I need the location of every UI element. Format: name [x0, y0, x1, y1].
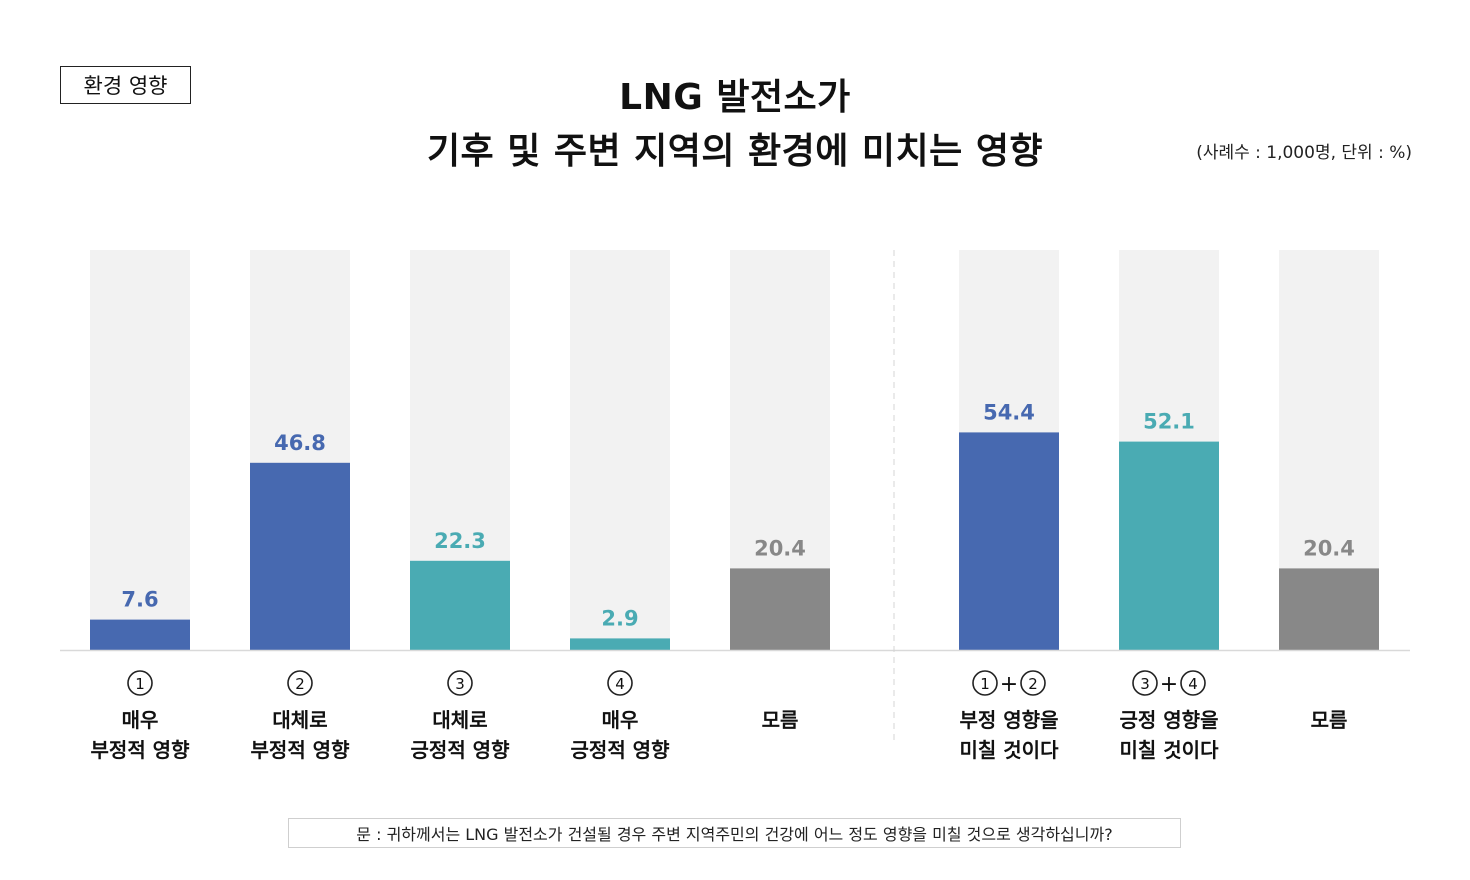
marker-circle	[447, 670, 473, 696]
category-label: 부정 영향을	[960, 708, 1059, 732]
category-tag: 환경 영향	[60, 66, 191, 104]
category-label: 대체로	[272, 708, 327, 732]
category-label: 긍정적 영향	[411, 738, 511, 762]
bar	[90, 619, 190, 650]
data-label: 52.1	[1143, 410, 1195, 434]
chart-title-line1: LNG 발전소가	[619, 77, 851, 118]
marker-number: 2	[295, 675, 305, 693]
marker-number: 3	[1140, 675, 1150, 693]
bar	[250, 462, 350, 650]
marker-plus: +	[1000, 672, 1018, 697]
bar	[410, 560, 510, 650]
marker-number: 1	[980, 675, 990, 693]
category-label: 모름	[762, 708, 799, 732]
category-label: 긍정 영향을	[1120, 708, 1219, 732]
marker-number: 3	[455, 675, 465, 693]
bar	[730, 568, 830, 650]
marker-number: 2	[1028, 675, 1038, 693]
bar	[570, 638, 670, 650]
survey-question: 문 : 귀하께서는 LNG 발전소가 건설될 경우 주변 지역주민의 건강에 어…	[288, 818, 1181, 848]
chart-title-line2: 기후 및 주변 지역의 환경에 미치는 영향	[426, 131, 1044, 172]
marker-circle	[972, 670, 998, 696]
marker-number: 1	[135, 675, 145, 693]
category-label: 부정적 영향	[91, 738, 191, 762]
data-label: 54.4	[983, 400, 1035, 424]
bar-background	[570, 250, 670, 650]
marker-circle	[287, 670, 313, 696]
marker-circle	[127, 670, 153, 696]
marker-circle	[1132, 670, 1158, 696]
marker-plus: +	[1160, 672, 1178, 697]
bar-background	[90, 250, 190, 650]
bar	[1279, 568, 1379, 650]
category-label: 미칠 것이다	[1120, 738, 1220, 762]
data-label: 46.8	[274, 431, 326, 455]
unit-note: (사례수 : 1,000명, 단위 : %)	[1196, 143, 1412, 163]
data-label: 20.4	[1303, 536, 1355, 560]
marker-number: 4	[1188, 675, 1198, 693]
category-label: 매우	[122, 708, 159, 732]
category-label: 미칠 것이다	[960, 738, 1060, 762]
data-label: 20.4	[754, 536, 806, 560]
category-label: 모름	[1311, 708, 1348, 732]
marker-number: 4	[615, 675, 625, 693]
category-label: 부정적 영향	[251, 738, 351, 762]
marker-circle	[1020, 670, 1046, 696]
marker-circle	[607, 670, 633, 696]
category-label: 대체로	[432, 708, 487, 732]
data-label: 22.3	[434, 529, 486, 553]
marker-circle	[1180, 670, 1206, 696]
data-label: 7.6	[121, 588, 158, 612]
category-label: 긍정적 영향	[571, 738, 671, 762]
data-label: 2.9	[601, 606, 638, 630]
bar	[1119, 441, 1219, 650]
bar	[959, 432, 1059, 650]
category-label: 매우	[602, 708, 639, 732]
